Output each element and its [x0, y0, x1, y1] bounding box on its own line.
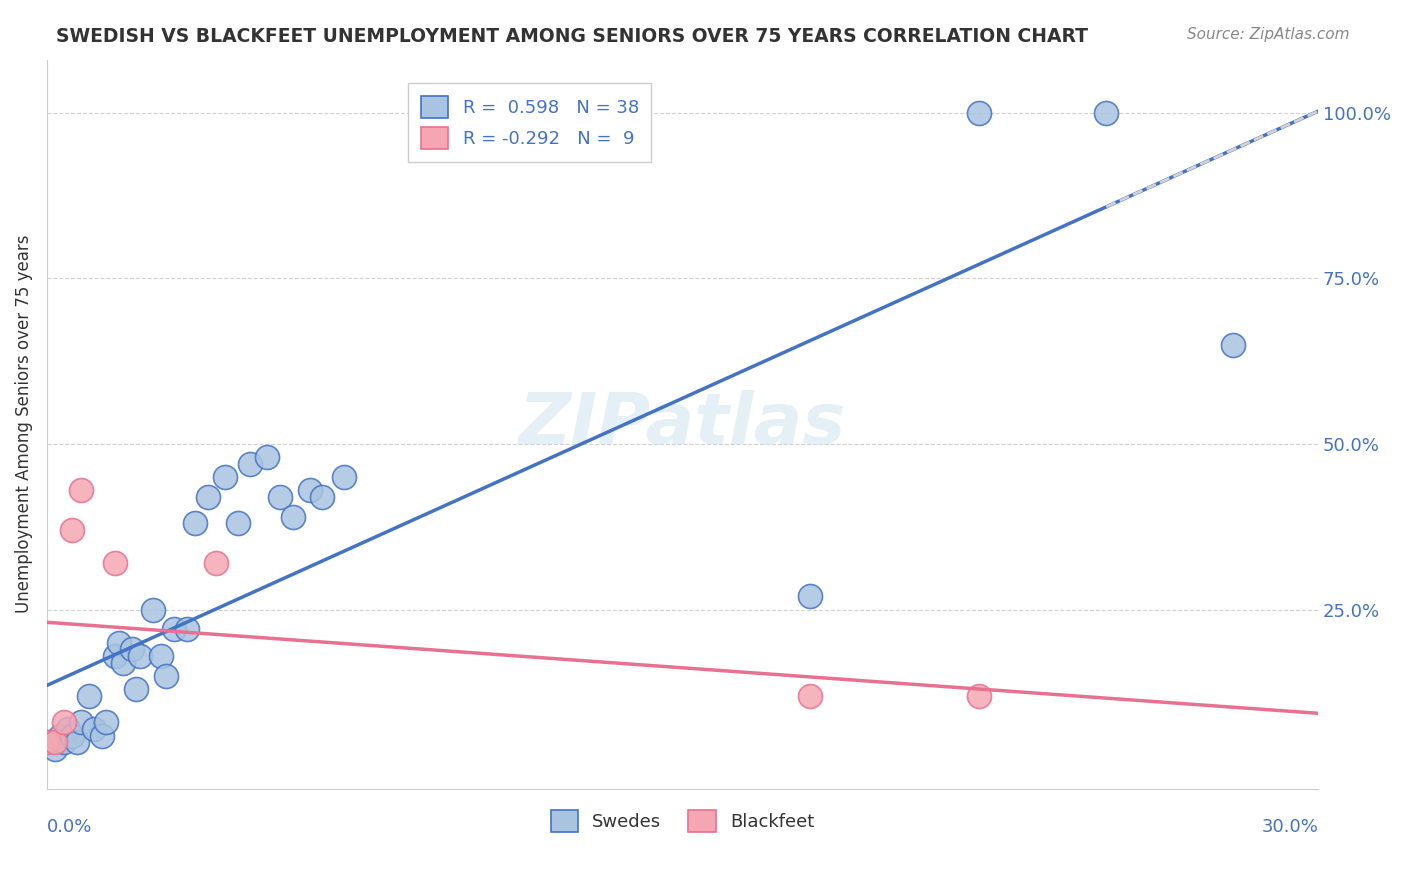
Point: [60, 729, 83, 743]
Text: 0.0%: 0.0%: [46, 818, 93, 837]
Point: [121, 642, 143, 657]
Point: [69, 483, 91, 498]
Y-axis label: Unemployment Among Seniors over 75 years: Unemployment Among Seniors over 75 years: [15, 235, 32, 614]
Point: [91, 729, 114, 743]
Point: [197, 490, 219, 504]
Point: [163, 623, 186, 637]
Point: [332, 470, 354, 484]
Point: [799, 689, 821, 703]
Point: [125, 682, 148, 697]
Point: [256, 450, 278, 465]
Point: [269, 490, 291, 504]
Point: [60, 523, 83, 537]
Legend: Swedes, Blackfeet: Swedes, Blackfeet: [538, 797, 827, 845]
Point: [967, 689, 990, 703]
Point: [35, 735, 58, 749]
Point: [298, 483, 321, 498]
Point: [52, 715, 75, 730]
Point: [176, 623, 198, 637]
Point: [799, 590, 821, 604]
Point: [205, 556, 228, 570]
Point: [967, 105, 990, 120]
Point: [214, 470, 236, 484]
Text: 30.0%: 30.0%: [1261, 818, 1319, 837]
Point: [142, 602, 165, 616]
Point: [150, 648, 173, 663]
Point: [48, 729, 70, 743]
Text: SWEDISH VS BLACKFEET UNEMPLOYMENT AMONG SENIORS OVER 75 YEARS CORRELATION CHART: SWEDISH VS BLACKFEET UNEMPLOYMENT AMONG …: [56, 27, 1088, 45]
Point: [311, 490, 333, 504]
Point: [104, 556, 127, 570]
Point: [83, 722, 105, 736]
Point: [112, 656, 135, 670]
Point: [239, 457, 262, 471]
Point: [155, 669, 177, 683]
Point: [184, 516, 207, 531]
Text: Source: ZipAtlas.com: Source: ZipAtlas.com: [1187, 27, 1350, 42]
Point: [44, 741, 66, 756]
Point: [44, 735, 66, 749]
Point: [52, 735, 75, 749]
Point: [35, 735, 58, 749]
Point: [77, 689, 100, 703]
Point: [108, 636, 131, 650]
Point: [56, 722, 79, 736]
Point: [96, 715, 118, 730]
Point: [129, 648, 152, 663]
Point: [65, 735, 87, 749]
Point: [1095, 105, 1118, 120]
Point: [69, 715, 91, 730]
Point: [281, 509, 304, 524]
Point: [104, 648, 127, 663]
Point: [1222, 337, 1244, 351]
Text: ZIPatlas: ZIPatlas: [519, 390, 846, 458]
Point: [226, 516, 249, 531]
